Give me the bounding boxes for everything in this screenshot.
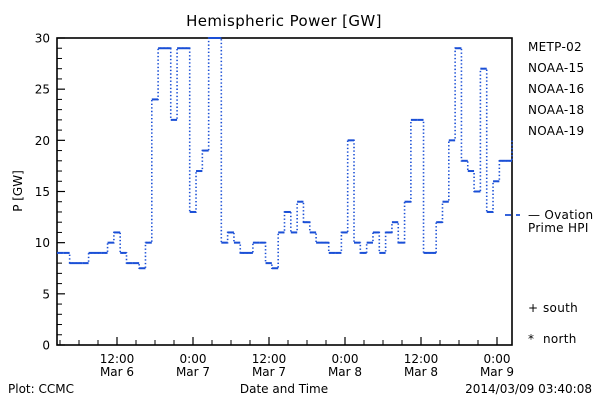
page-title: Hemispheric Power [GW] (186, 12, 382, 30)
x-tick-time: 12:00 (252, 352, 287, 366)
x-axis-minor-ticks (59, 340, 479, 345)
legend-item-noaa-16: NOAA-16 (528, 82, 584, 96)
legend-marker-south-glyph: + (528, 301, 538, 315)
x-tick-time: 12:00 (404, 352, 439, 366)
x-axis-major-ticks (116, 337, 498, 345)
x-axis-title: Date and Time (240, 382, 328, 396)
y-tick-label: 20 (35, 134, 50, 148)
legend-marker-north-glyph: * (528, 332, 534, 346)
x-tick-date: Mar 7 (176, 365, 210, 379)
x-tick-date: Mar 9 (480, 365, 514, 379)
x-tick-date: Mar 8 (404, 365, 438, 379)
x-tick-date: Mar 7 (252, 365, 286, 379)
y-axis-major-ticks (57, 37, 65, 346)
legend-ovation-line1: — Ovation (528, 208, 593, 222)
footer-right: 2014/03/09 03:40:08 (465, 382, 592, 396)
x-axis-tick-labels: 12:00 Mar 6 0:00 Mar 7 12:00 Mar 7 0:00 … (100, 352, 514, 379)
y-tick-label: 0 (42, 339, 50, 353)
y-axis-title: P [GW] (11, 170, 25, 212)
y-tick-label: 30 (35, 32, 50, 46)
series-ovation-prime-hpi-flats (57, 37, 512, 270)
footer-left: Plot: CCMC (8, 382, 74, 396)
legend-marker-north-label: north (543, 332, 577, 346)
x-tick-time: 0:00 (484, 352, 511, 366)
legend-satellites: METP-02 NOAA-15 NOAA-16 NOAA-18 NOAA-19 (528, 40, 584, 138)
x-tick-date: Mar 8 (328, 365, 362, 379)
legend-marker-south-label: south (543, 301, 578, 315)
series-ovation-prime-hpi (57, 37, 513, 270)
data-series-layer (57, 37, 513, 270)
x-tick-time: 0:00 (332, 352, 359, 366)
legend-item-metp-02: METP-02 (528, 40, 582, 54)
x-tick-time: 12:00 (100, 352, 135, 366)
legend-ovation-line2: Prime HPI (528, 221, 589, 235)
y-axis-minor-ticks (57, 47, 62, 336)
y-tick-label: 25 (35, 83, 50, 97)
legend-item-noaa-19: NOAA-19 (528, 124, 584, 138)
legend-ovation: — Ovation Prime HPI (528, 208, 593, 235)
legend-markers: + south * north (528, 301, 578, 346)
legend-item-noaa-15: NOAA-15 (528, 61, 584, 75)
y-tick-label: 10 (35, 236, 50, 250)
y-tick-label: 15 (35, 185, 50, 199)
y-tick-label: 5 (42, 287, 50, 301)
x-tick-time: 0:00 (180, 352, 207, 366)
legend-item-noaa-18: NOAA-18 (528, 103, 584, 117)
x-tick-date: Mar 6 (100, 365, 134, 379)
y-axis-tick-labels: 0 5 10 15 20 25 30 (35, 32, 50, 353)
